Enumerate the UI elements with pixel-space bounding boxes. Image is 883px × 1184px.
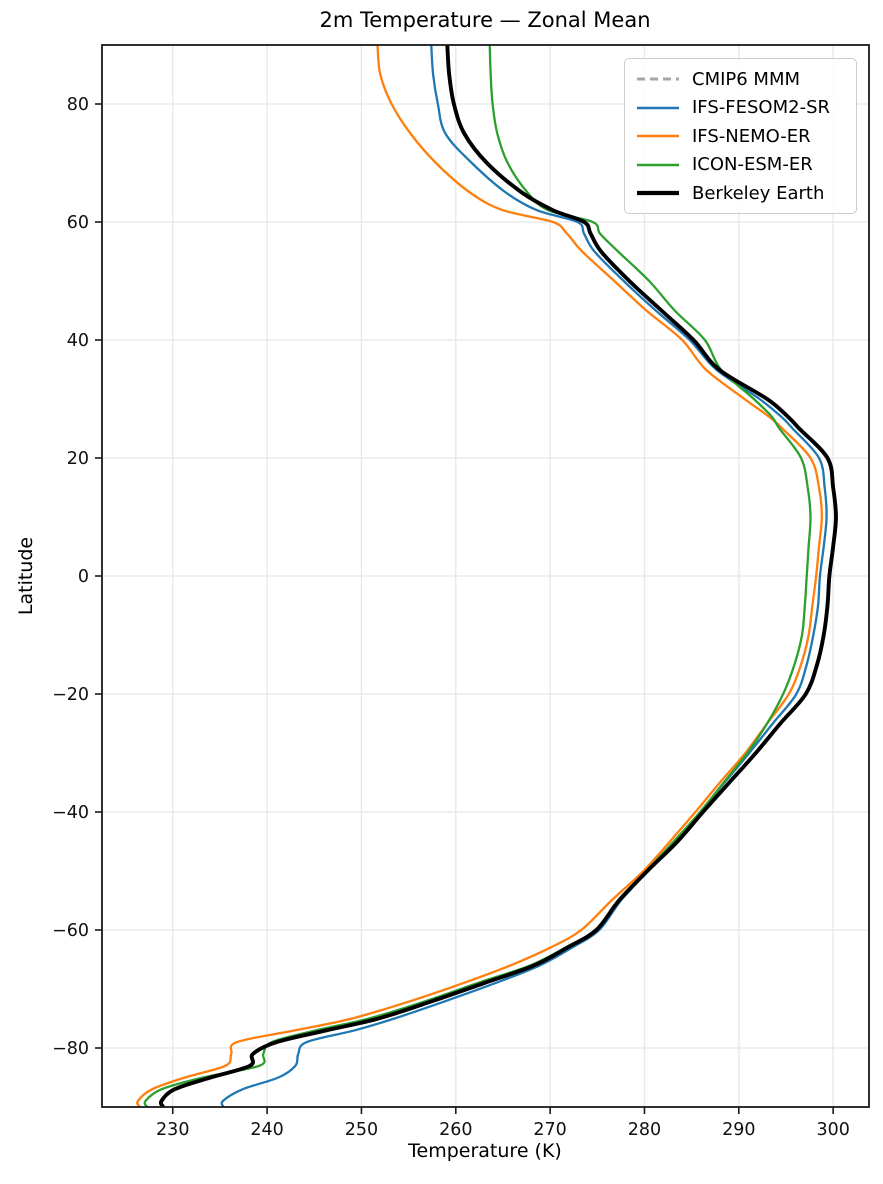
y-tick-label: 20 xyxy=(67,449,89,469)
y-tick-label: 60 xyxy=(67,213,89,233)
legend-line-sample xyxy=(637,77,679,81)
x-tick-label: 300 xyxy=(816,1120,849,1140)
x-axis-title: Temperature (K) xyxy=(408,1140,562,1162)
axis-ticks: 230 240 250 260 270 280 290 300 −80 −60 −40 −20 0 20 4… xyxy=(52,95,850,1140)
y-tick-label: −80 xyxy=(52,1039,89,1059)
legend-line-sample xyxy=(637,106,679,109)
legend-line-sample xyxy=(637,134,679,138)
legend-item-berkeley-earth: Berkeley Earth xyxy=(635,183,846,204)
y-tick-label: −20 xyxy=(52,685,89,705)
legend-item-icon-esm-er: ICON-ESM-ER xyxy=(635,154,846,175)
legend-item-ifs-nemo-er: IFS-NEMO-ER xyxy=(635,126,846,147)
legend-label: IFS-NEMO-ER xyxy=(692,125,811,147)
legend-line-sample xyxy=(637,163,679,166)
legend-line-sample xyxy=(637,190,679,196)
legend-item-cmip6-mmm: CMIP6 MMM xyxy=(635,69,846,90)
y-tick-label: −60 xyxy=(52,921,89,941)
legend: CMIP6 MMM IFS-FESOM2-SR IFS-NEMO-ER ICON-ES… xyxy=(624,58,857,214)
y-tick-label: −40 xyxy=(52,803,89,823)
y-tick-label: 0 xyxy=(78,567,89,587)
x-tick-label: 270 xyxy=(533,1120,566,1140)
y-tick-label: 80 xyxy=(67,95,89,115)
x-tick-label: 240 xyxy=(250,1120,283,1140)
y-axis-title: Latitude xyxy=(15,536,37,616)
series-ifs-nemo-er xyxy=(136,45,823,1107)
series-berkeley-earth xyxy=(158,45,838,1107)
x-tick-label: 230 xyxy=(156,1120,189,1140)
x-tick-label: 260 xyxy=(439,1120,472,1140)
chart-title: 2m Temperature — Zonal Mean xyxy=(319,8,651,32)
y-tick-label: 40 xyxy=(67,331,89,351)
series-icon-esm-er xyxy=(143,45,812,1107)
series-curves xyxy=(136,45,838,1107)
x-tick-label: 250 xyxy=(345,1120,378,1140)
legend-item-ifs-fesom2-sr: IFS-FESOM2-SR xyxy=(635,97,846,118)
legend-label: ICON-ESM-ER xyxy=(692,154,813,175)
x-tick-label: 290 xyxy=(722,1120,755,1140)
legend-label: IFS-FESOM2-SR xyxy=(692,97,830,118)
series-ifs-fesom2-sr xyxy=(220,45,828,1107)
legend-label: Berkeley Earth xyxy=(692,182,825,204)
legend-label: CMIP6 MMM xyxy=(692,68,801,90)
x-tick-label: 280 xyxy=(628,1120,661,1140)
